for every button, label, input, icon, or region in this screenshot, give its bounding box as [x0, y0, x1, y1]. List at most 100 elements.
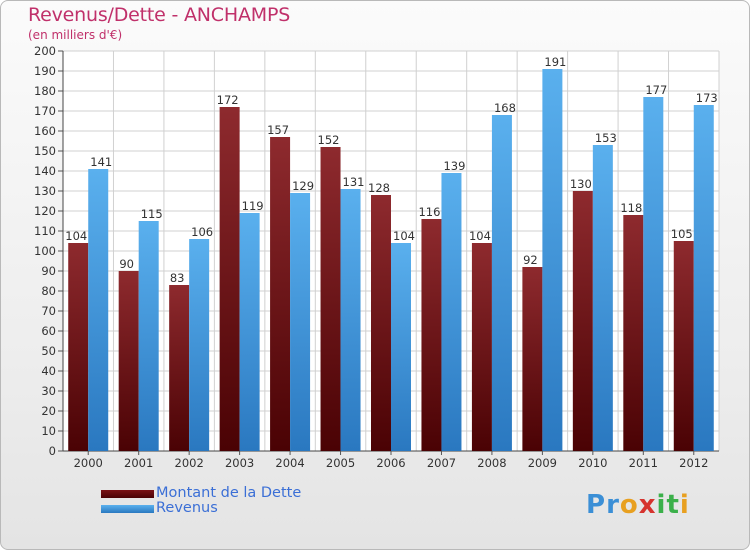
value-label-revenus: 139	[443, 159, 465, 173]
logo-letter: r	[606, 490, 620, 520]
bar-debt	[219, 107, 240, 451]
bar-revenus	[189, 239, 210, 451]
bar-debt	[522, 267, 543, 451]
value-label-debt: 92	[523, 253, 538, 267]
legend-swatch-debt	[101, 490, 154, 498]
x-tick-label: 2010	[578, 456, 607, 470]
value-label-debt: 104	[469, 229, 491, 243]
y-tick-label: 180	[34, 84, 56, 98]
x-tick-label: 2005	[326, 456, 355, 470]
chart-title: Revenus/Dette - ANCHAMPS	[28, 4, 291, 26]
y-tick-label: 150	[34, 144, 56, 158]
bar-debt	[118, 271, 139, 451]
y-tick-label: 40	[41, 364, 56, 378]
bar-debt	[320, 147, 341, 451]
bar-revenus	[592, 145, 613, 451]
value-label-revenus: 104	[393, 229, 415, 243]
y-tick-label: 190	[34, 64, 56, 78]
bar-revenus	[138, 221, 159, 451]
value-label-revenus: 177	[645, 83, 667, 97]
bar-revenus	[239, 213, 260, 451]
y-tick-label: 110	[34, 224, 56, 238]
logo-letter: P	[586, 490, 607, 520]
y-tick-label: 60	[41, 324, 56, 338]
chart-subtitle: (en milliers d'€)	[28, 28, 123, 42]
value-label-debt: 104	[65, 229, 87, 243]
logo-letter: i	[679, 490, 690, 520]
value-label-revenus: 119	[242, 199, 264, 213]
x-tick-label: 2006	[376, 456, 405, 470]
bar-revenus	[693, 105, 714, 451]
y-tick-label: 130	[34, 184, 56, 198]
logo-letter: x	[638, 490, 657, 520]
value-label-debt: 130	[570, 177, 592, 191]
bar-debt	[169, 285, 190, 451]
x-tick-label: 2000	[74, 456, 103, 470]
value-label-debt: 128	[368, 181, 390, 195]
value-label-debt: 152	[318, 133, 340, 147]
bar-revenus	[542, 69, 563, 451]
y-tick-label: 30	[41, 384, 56, 398]
value-label-debt: 116	[418, 205, 440, 219]
y-tick-label: 50	[41, 344, 56, 358]
value-label-debt: 105	[671, 227, 693, 241]
value-label-debt: 90	[119, 257, 134, 271]
y-tick-label: 90	[41, 264, 56, 278]
bar-revenus	[290, 193, 311, 451]
bar-debt	[623, 215, 644, 451]
x-tick-label: 2002	[175, 456, 204, 470]
value-label-revenus: 129	[292, 179, 314, 193]
labels: 0 10 20 30 40 50 60 70 80 90 100 110 120 130 140 150 160…	[34, 44, 718, 470]
x-tick-label: 2012	[679, 456, 708, 470]
value-label-revenus: 141	[90, 155, 112, 169]
y-tick-label: 80	[41, 284, 56, 298]
y-tick-label: 100	[34, 244, 56, 258]
x-tick-label: 2001	[124, 456, 153, 470]
x-tick-label: 2008	[477, 456, 506, 470]
bar-revenus	[491, 115, 512, 451]
legend-label-debt: Montant de la Dette	[156, 485, 302, 501]
bar-revenus	[391, 243, 411, 451]
value-label-revenus: 153	[595, 131, 617, 145]
value-label-debt: 157	[267, 123, 289, 137]
value-label-debt: 118	[620, 201, 642, 215]
y-tick-label: 160	[34, 124, 56, 138]
value-label-revenus: 173	[696, 91, 718, 105]
value-label-revenus: 115	[141, 207, 163, 221]
y-tick-label: 0	[49, 444, 56, 458]
y-tick-label: 70	[41, 304, 56, 318]
bar-debt	[673, 241, 694, 451]
legend-swatch-revenus	[101, 505, 154, 513]
y-tick-label: 120	[34, 204, 56, 218]
y-tick-label: 10	[41, 424, 56, 438]
value-label-revenus: 191	[544, 55, 566, 69]
bar-debt	[471, 243, 492, 451]
value-label-revenus: 131	[343, 175, 365, 189]
logo-letter: t	[666, 490, 680, 520]
logo-letter: o	[619, 490, 639, 520]
y-tick-label: 170	[34, 104, 56, 118]
proxiti-logo: Proxiti	[586, 490, 690, 520]
bar-debt	[270, 137, 291, 451]
x-tick-label: 2004	[275, 456, 304, 470]
bar-debt	[572, 191, 593, 451]
x-tick-label: 2007	[427, 456, 456, 470]
bars	[68, 69, 714, 451]
logo-letter: i	[656, 490, 667, 520]
bar-revenus	[643, 97, 664, 451]
y-tick-label: 20	[41, 404, 56, 418]
y-tick-label: 140	[34, 164, 56, 178]
value-label-revenus: 168	[494, 101, 516, 115]
value-label-revenus: 106	[191, 225, 213, 239]
value-label-debt: 83	[170, 271, 185, 285]
bar-debt	[421, 219, 442, 451]
bar-debt	[371, 195, 391, 451]
value-label-debt: 172	[217, 93, 239, 107]
x-tick-label: 2009	[528, 456, 557, 470]
bar-revenus	[88, 169, 109, 451]
y-tick-label: 200	[34, 44, 56, 58]
bar-revenus	[340, 189, 361, 451]
legend-label-revenus: Revenus	[156, 500, 218, 516]
